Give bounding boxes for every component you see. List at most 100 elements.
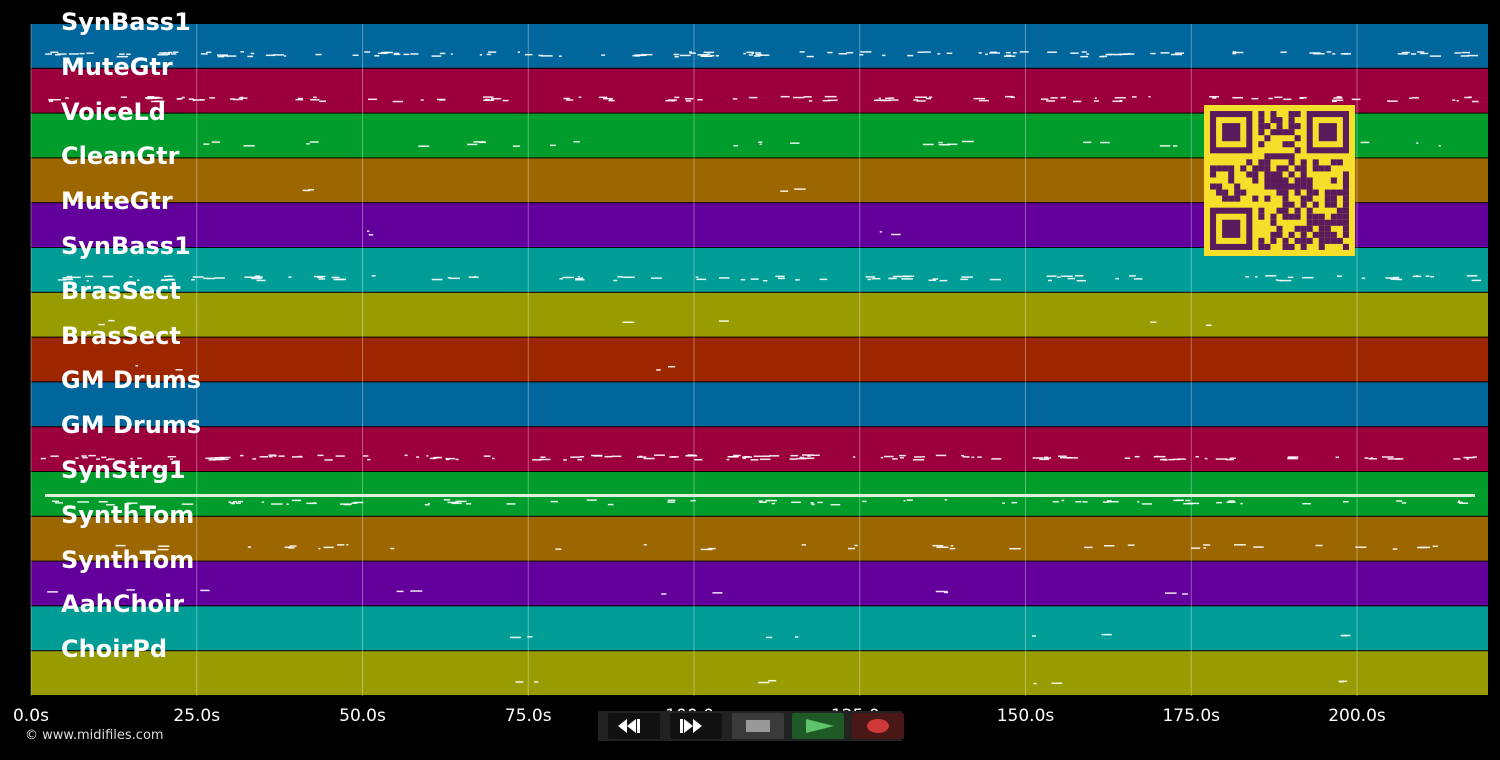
note [467,143,478,146]
note [1127,53,1131,55]
note [47,591,58,593]
note [1033,682,1037,685]
track-label: BrasSect [61,276,181,305]
note [509,636,522,639]
note [374,55,380,57]
note [726,458,730,461]
note [192,276,204,278]
note [316,276,324,279]
note [86,52,94,54]
note [838,53,848,55]
note [742,456,753,458]
note [1106,500,1112,502]
note [827,99,838,102]
note [1392,276,1400,279]
note [758,54,770,56]
note [879,231,882,233]
note [732,98,738,100]
note [1101,55,1107,58]
note [181,503,194,505]
note [57,279,66,281]
note [240,51,245,53]
note [1338,680,1347,683]
note [167,275,173,277]
note [1229,457,1236,460]
note [1070,52,1079,54]
note [203,143,210,145]
note [1287,456,1296,459]
note [801,544,807,546]
note [1114,97,1126,99]
note [1059,456,1072,459]
note [1416,142,1419,144]
note [608,99,615,102]
note [1182,593,1188,595]
note [1432,545,1439,548]
note [703,51,715,54]
note [1009,547,1021,550]
note [395,52,400,55]
note [1216,501,1223,504]
note [1051,682,1063,685]
note [1274,96,1283,99]
note [1212,97,1217,99]
note [753,55,761,57]
rewind-button[interactable] [608,713,660,739]
note [792,96,805,99]
note [859,54,864,56]
note [175,369,183,371]
note [226,55,237,57]
fast-forward-button[interactable] [670,713,722,739]
note [367,458,371,461]
note [1100,141,1110,144]
note [1370,457,1374,459]
record-button[interactable] [852,713,904,739]
note [1417,51,1425,53]
note [291,456,303,458]
note [604,455,613,458]
note [479,54,483,56]
note [549,144,556,147]
note [1150,321,1157,323]
note [907,54,914,57]
note [922,143,934,146]
note [892,458,898,460]
note [353,501,364,504]
note [708,547,716,550]
note [1119,99,1123,102]
note [1039,458,1050,461]
note [390,547,395,550]
note [586,499,597,501]
time-tick-label: 25.0s [173,706,221,726]
note [101,456,107,459]
note [808,100,813,102]
note [431,278,443,281]
note [853,456,856,458]
note [989,278,1001,281]
note [532,459,542,461]
note [228,501,231,503]
note [392,100,403,103]
stop-button[interactable] [732,713,784,739]
note [1419,546,1431,549]
note [1148,95,1151,98]
note [577,275,580,278]
note [75,457,79,459]
note [811,454,820,457]
note [1388,100,1398,102]
note [899,457,904,459]
note [368,234,374,236]
note [270,503,283,505]
note [105,459,109,461]
note [1076,279,1087,282]
note [1137,501,1140,503]
note [367,98,378,101]
note [318,547,321,550]
note [57,53,67,55]
note [804,457,815,460]
note [40,457,46,460]
note [278,455,285,457]
note [457,500,460,503]
note [65,97,69,99]
play-button[interactable] [792,713,844,739]
